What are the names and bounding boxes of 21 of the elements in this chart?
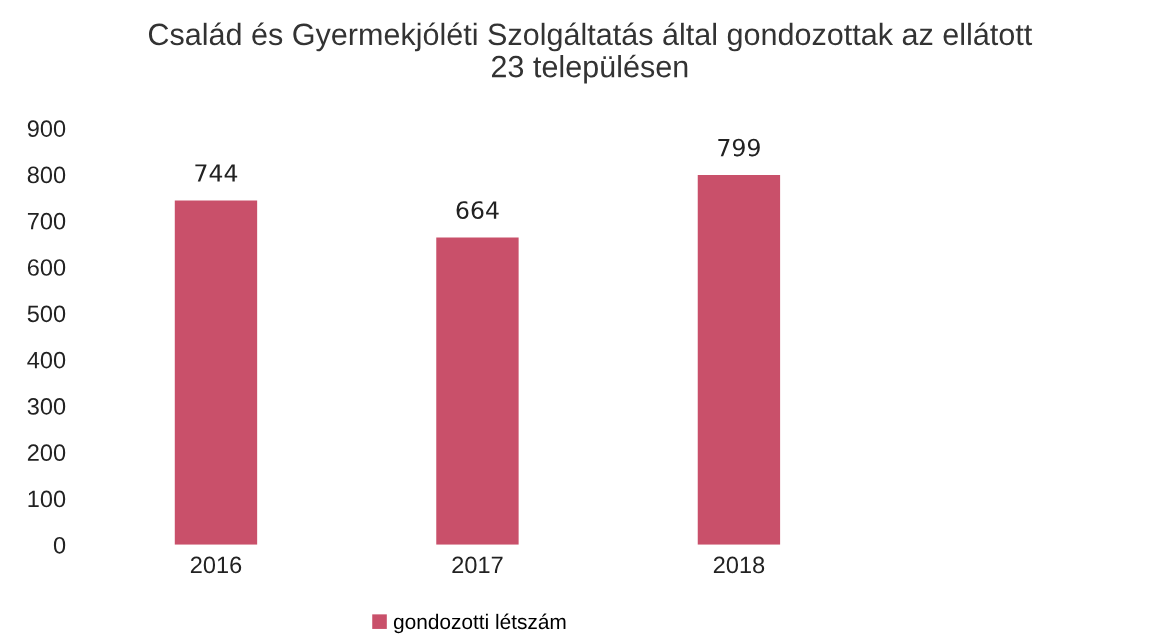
bar [436, 237, 519, 545]
x-tick-label: 2018 [713, 556, 765, 574]
y-tick-label: 700 [27, 212, 66, 230]
y-tick-label: 600 [27, 259, 66, 276]
legend-label: gondozotti létszám [393, 613, 566, 634]
data-label: 664 [456, 201, 499, 219]
y-tick-label: 400 [27, 351, 66, 369]
y-tick-label: 300 [27, 398, 66, 415]
x-tick-label: 2016 [190, 556, 242, 574]
data-label: 799 [718, 138, 760, 157]
data-label: 744 [195, 164, 238, 182]
bar [174, 200, 258, 545]
y-tick-label: 200 [27, 444, 66, 462]
y-tick-label: 100 [28, 490, 66, 508]
x-tick-label: 2017 [452, 556, 503, 574]
bar [697, 174, 781, 545]
y-tick-label: 500 [27, 305, 66, 323]
y-tick-label: 800 [27, 166, 66, 184]
y-tick-label: 0 [53, 536, 66, 554]
y-tick-label: 900 [27, 120, 66, 137]
chart-title: Család és Gyermekjóléti Szolgáltatás által gondozottak az ellátott 23 településen [148, 22, 1033, 84]
